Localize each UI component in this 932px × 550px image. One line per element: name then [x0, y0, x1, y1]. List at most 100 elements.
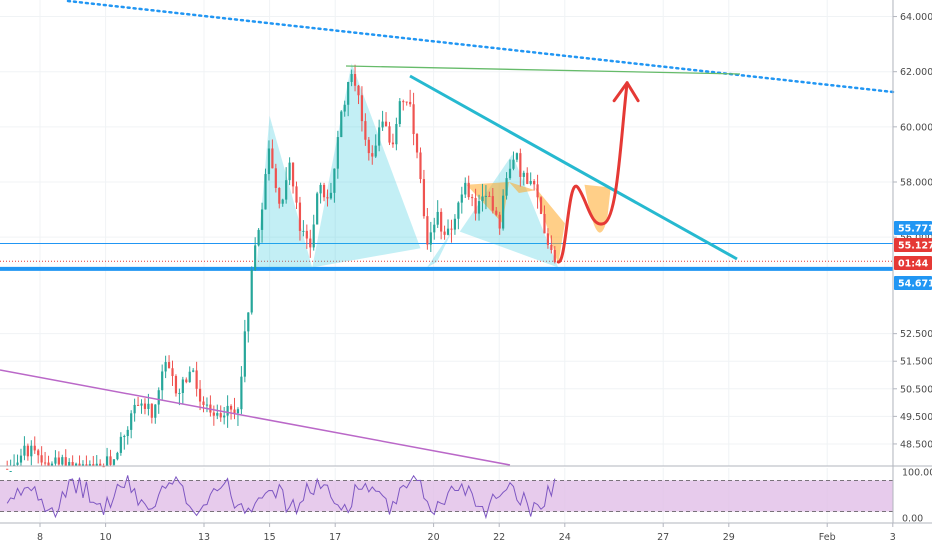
price-tag-box [894, 238, 932, 252]
candle-body [99, 463, 102, 466]
time-tick-label: 17 [329, 532, 341, 543]
candle-body [78, 463, 81, 466]
candle-body [364, 121, 367, 140]
candle-body [167, 362, 171, 369]
horizontal-levels [0, 242, 893, 271]
candle-body [305, 230, 308, 239]
candle-body [264, 174, 267, 210]
candle-body [174, 376, 178, 394]
candle-body [291, 162, 295, 187]
candle-body [223, 415, 226, 418]
candle-body [216, 413, 219, 416]
candle-body [322, 184, 326, 198]
candle-body [64, 457, 67, 466]
candle-body [440, 211, 443, 232]
candle-body [188, 371, 191, 383]
time-tick-label: 22 [493, 532, 505, 543]
candle-body [23, 445, 26, 456]
candle-body [271, 148, 274, 169]
candle-body [123, 436, 126, 438]
price-tick-label: 64.000 [900, 12, 932, 23]
pattern-shapes [256, 63, 611, 268]
candle-body [212, 412, 215, 416]
candle-body [50, 463, 54, 466]
candle-body [150, 403, 153, 418]
candle-body [105, 456, 109, 466]
candle-body [546, 233, 550, 245]
candle-body [285, 180, 288, 200]
candle-body [309, 238, 312, 248]
candle-body [477, 201, 481, 214]
price-tag-box [894, 256, 932, 270]
candle-body [12, 464, 16, 466]
rsi-pane [0, 474, 893, 520]
candle-body [426, 216, 429, 245]
price-tag-label: 55.771 [898, 224, 932, 235]
candle-body [360, 95, 364, 122]
candle-body [405, 101, 408, 103]
candle-body [329, 192, 333, 199]
candle-body [126, 429, 129, 437]
candle-body [491, 196, 494, 211]
candle-body [336, 137, 339, 169]
rsi-band [0, 480, 893, 512]
time-axis[interactable]: 8 10 13 15 17 20 22 24 27 29 Feb 3 [37, 523, 896, 543]
price-tick-label: 51.500 [900, 357, 932, 368]
candle-body [533, 181, 536, 185]
candle-body [30, 445, 33, 457]
candle-body [164, 362, 167, 372]
candle-body [16, 462, 19, 465]
purple-support-line [0, 369, 511, 466]
rsi-indicator [0, 474, 893, 520]
green-resistance-line [345, 65, 741, 75]
candle-body [157, 390, 160, 405]
candle-body [529, 181, 532, 184]
candle-body [185, 379, 188, 383]
candle-body [443, 231, 446, 235]
candle-body [57, 457, 60, 465]
candle-body [47, 462, 50, 466]
candle-body [433, 224, 436, 233]
candle-body [453, 218, 457, 230]
candle-body [250, 270, 253, 313]
candle-body [154, 404, 157, 418]
candle-body [229, 405, 233, 410]
candle-body [161, 371, 164, 391]
candle-body [502, 195, 505, 229]
projection-arrow-icon [612, 81, 640, 103]
rsi-tick-label: 0.00 [902, 514, 923, 525]
candle-body [316, 193, 319, 225]
candle-body [143, 403, 147, 409]
projection-curve [556, 81, 629, 264]
candle-body [326, 197, 329, 199]
candle-body [130, 413, 133, 430]
price-tag-box [894, 276, 932, 290]
candle-body [43, 462, 47, 464]
price-tag-box [894, 221, 932, 235]
price-tick-label: 52.500 [900, 329, 932, 340]
candle-body [553, 250, 556, 262]
rsi-axis[interactable]: 100.00 0.00 [902, 468, 932, 525]
candle-body [388, 126, 391, 143]
price-tags: 55.771 55.127 01:44 54.671 [894, 221, 932, 290]
candle-body [419, 152, 422, 180]
candle-body [495, 210, 498, 215]
cyan-triangle-line [409, 74, 738, 261]
harmonic-triangle-4 [459, 154, 559, 268]
candle-body [505, 178, 508, 196]
price-tick-label: 49.500 [900, 412, 932, 423]
candle-body [288, 162, 291, 181]
price-tick-label: 58.000 [900, 177, 932, 188]
candle-body [467, 182, 470, 198]
candle-body [550, 244, 553, 251]
candle-body [333, 168, 336, 193]
candle-body [19, 455, 23, 463]
candle-body [267, 148, 271, 175]
candle-body [457, 202, 460, 219]
orange-pattern-3 [535, 187, 565, 265]
orange-pattern-2 [509, 182, 536, 193]
time-tick-label: 24 [559, 532, 571, 543]
candle-body [112, 459, 116, 465]
candle-body [378, 127, 381, 146]
orange-pattern-1 [466, 182, 509, 224]
